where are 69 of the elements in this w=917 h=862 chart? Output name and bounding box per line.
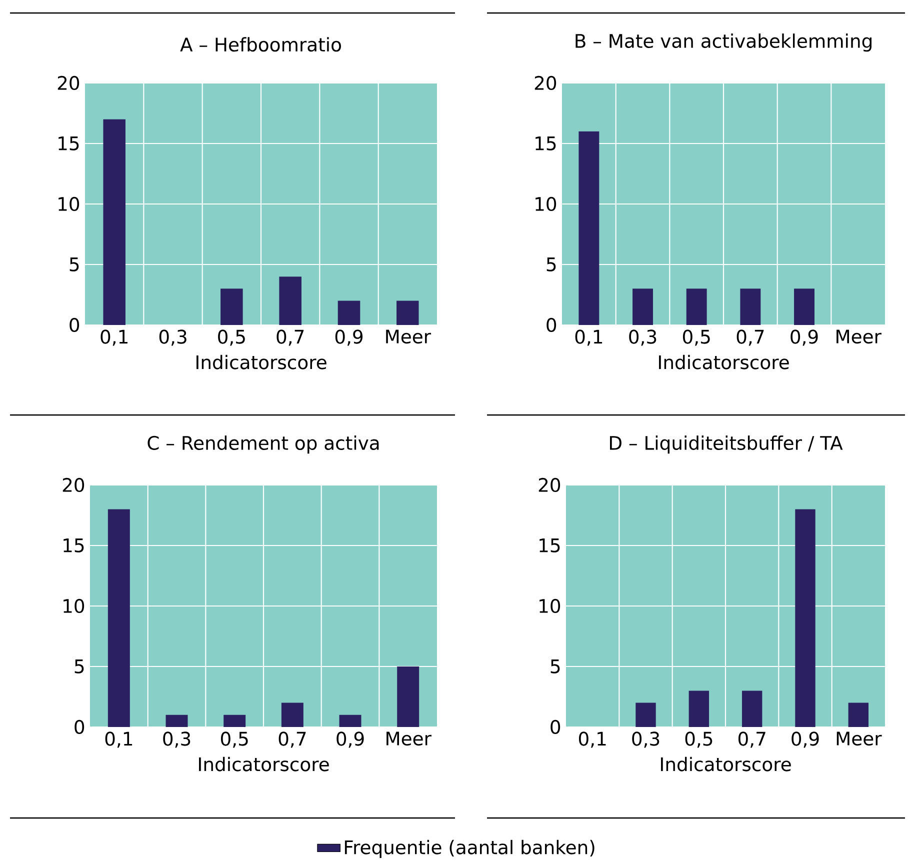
- x-tick-label: Meer: [836, 732, 882, 746]
- y-tick-label: 0: [70, 318, 80, 332]
- legend-label: Frequentie (aantal banken): [344, 840, 594, 858]
- bar: [636, 702, 656, 727]
- x-tick-label: 0,5: [218, 330, 245, 346]
- chart-title: C – Rendement op activa: [148, 436, 379, 454]
- chart-title: A – Hefboomratio: [180, 37, 341, 52]
- bar: [338, 300, 360, 325]
- bar: [742, 690, 762, 727]
- bar: [339, 714, 362, 727]
- x-tick-label: 0,7: [278, 732, 306, 748]
- bar: [108, 509, 130, 727]
- x-tick-label: 0,7: [276, 330, 304, 346]
- x-tick-label: 0,1: [575, 330, 602, 346]
- x-tick-label: 0,5: [220, 732, 248, 748]
- y-tick-label: 10: [64, 598, 84, 614]
- bar: [224, 714, 246, 727]
- y-tick-label: 5: [70, 258, 79, 272]
- y-tick-label: 20: [538, 478, 560, 492]
- x-axis-title: Indicatorscore: [199, 756, 329, 772]
- x-tick-label: 0,3: [629, 330, 656, 346]
- x-tick-label: 0,3: [159, 330, 186, 346]
- x-axis-title: Indicatorscore: [196, 354, 326, 370]
- y-tick-label: 20: [58, 76, 80, 90]
- x-tick-label: 0,9: [336, 732, 364, 748]
- bar: [281, 702, 304, 727]
- bar: [279, 276, 302, 325]
- y-tick-label: 20: [534, 76, 556, 90]
- x-tick-label: 0,1: [105, 732, 132, 748]
- x-tick-label: 0,9: [792, 732, 819, 748]
- x-tick-label: 0,3: [163, 732, 190, 748]
- bar: [848, 702, 869, 727]
- y-tick-label: 15: [64, 538, 84, 552]
- x-tick-label: Meer: [836, 330, 882, 344]
- y-tick-label: 15: [58, 136, 79, 150]
- x-tick-label: 0,3: [632, 732, 660, 748]
- x-tick-label: 0,5: [685, 732, 712, 748]
- y-tick-label: 10: [58, 196, 80, 212]
- y-tick-label: 10: [536, 196, 556, 212]
- y-tick-label: 0: [546, 318, 556, 332]
- y-tick-label: 15: [536, 136, 556, 150]
- x-axis-title: Indicatorscore: [659, 354, 789, 370]
- y-tick-label: 10: [540, 598, 560, 614]
- y-tick-label: 5: [74, 660, 84, 674]
- x-tick-label: Meer: [386, 732, 432, 746]
- x-tick-label: 0,7: [736, 330, 764, 346]
- y-tick-label: 15: [540, 538, 560, 552]
- bar: [396, 300, 419, 325]
- bar: [688, 690, 710, 727]
- y-tick-label: 0: [550, 720, 560, 734]
- chart-title: B – Mate van activabeklemming: [576, 34, 872, 52]
- bar: [397, 666, 420, 727]
- bar: [795, 509, 816, 727]
- bar: [220, 288, 243, 325]
- x-axis-title: Indicatorscore: [661, 756, 791, 772]
- x-tick-label: 0,9: [335, 330, 363, 346]
- x-tick-label: 0,1: [100, 330, 128, 346]
- bar: [166, 714, 188, 727]
- y-tick-label: 5: [550, 660, 560, 674]
- chart-title: D – Liquiditeitsbuffer / TA: [610, 436, 843, 454]
- x-tick-label: 0,9: [790, 330, 818, 346]
- x-tick-label: 0,7: [738, 732, 766, 748]
- y-tick-label: 20: [62, 478, 84, 492]
- x-tick-label: 0,1: [578, 732, 606, 748]
- bar: [103, 119, 126, 325]
- y-tick-label: 0: [74, 720, 84, 734]
- x-tick-label: Meer: [386, 330, 432, 344]
- y-tick-label: 5: [546, 258, 556, 272]
- x-tick-label: 0,5: [682, 330, 710, 346]
